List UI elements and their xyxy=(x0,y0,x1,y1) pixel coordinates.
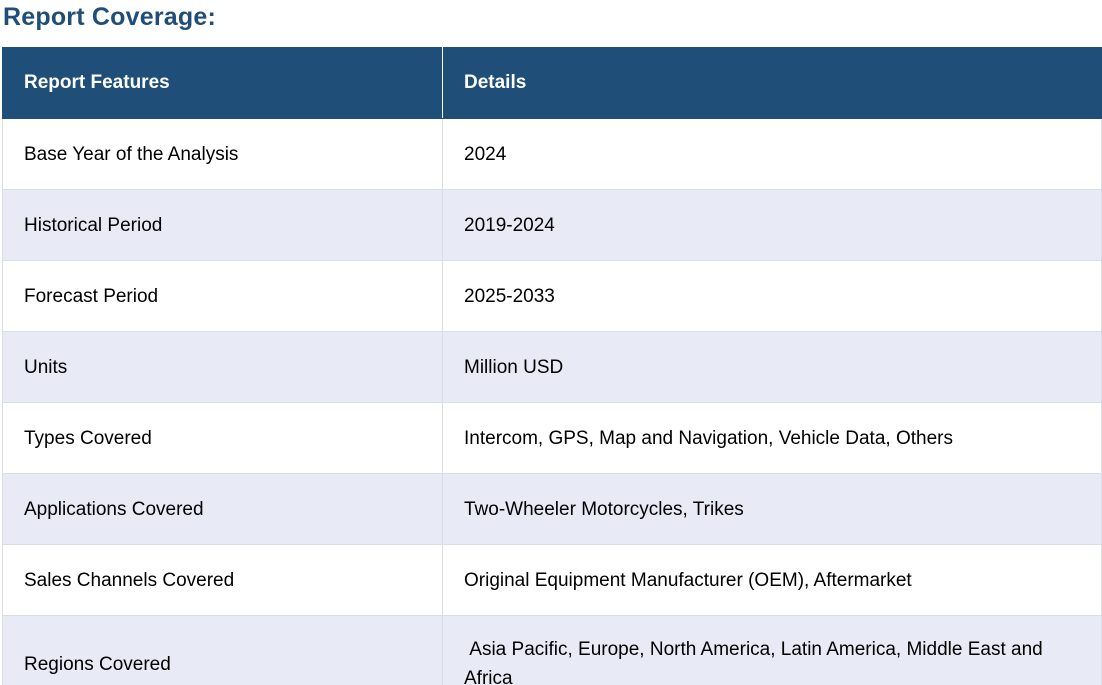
feature-cell: Units xyxy=(2,331,443,403)
table-row: Base Year of the Analysis 2024 xyxy=(2,118,1102,190)
feature-cell: Historical Period xyxy=(2,189,443,261)
detail-cell: 2024 xyxy=(442,118,1102,190)
feature-cell: Types Covered xyxy=(2,402,443,474)
table-row: Types Covered Intercom, GPS, Map and Nav… xyxy=(2,402,1102,474)
table-row: Historical Period 2019-2024 xyxy=(2,189,1102,261)
detail-cell: Intercom, GPS, Map and Navigation, Vehic… xyxy=(442,402,1102,474)
table-header-row: Report Features Details xyxy=(2,47,1102,119)
table-row: Units Million USD xyxy=(2,331,1102,403)
feature-cell: Sales Channels Covered xyxy=(2,544,443,616)
feature-cell: Regions Covered xyxy=(2,615,443,685)
feature-cell: Applications Covered xyxy=(2,473,443,545)
detail-cell: Two-Wheeler Motorcycles, Trikes xyxy=(442,473,1102,545)
table-row: Applications Covered Two-Wheeler Motorcy… xyxy=(2,473,1102,545)
detail-cell: Million USD xyxy=(442,331,1102,403)
detail-cell: 2025-2033 xyxy=(442,260,1102,332)
detail-cell: Original Equipment Manufacturer (OEM), A… xyxy=(442,544,1102,616)
table-row: Forecast Period 2025-2033 xyxy=(2,260,1102,332)
feature-cell: Forecast Period xyxy=(2,260,443,332)
detail-cell: Asia Pacific, Europe, North America, Lat… xyxy=(442,615,1102,685)
table-row: Regions Covered Asia Pacific, Europe, No… xyxy=(2,615,1102,685)
section-title: Report Coverage: xyxy=(3,3,216,31)
feature-cell: Base Year of the Analysis xyxy=(2,118,443,190)
report-coverage-table: Report Features Details Base Year of the… xyxy=(2,47,1102,685)
detail-cell: 2019-2024 xyxy=(442,189,1102,261)
table-row: Sales Channels Covered Original Equipmen… xyxy=(2,544,1102,616)
column-header-report-features: Report Features xyxy=(2,47,443,119)
column-header-details: Details xyxy=(442,47,1102,119)
